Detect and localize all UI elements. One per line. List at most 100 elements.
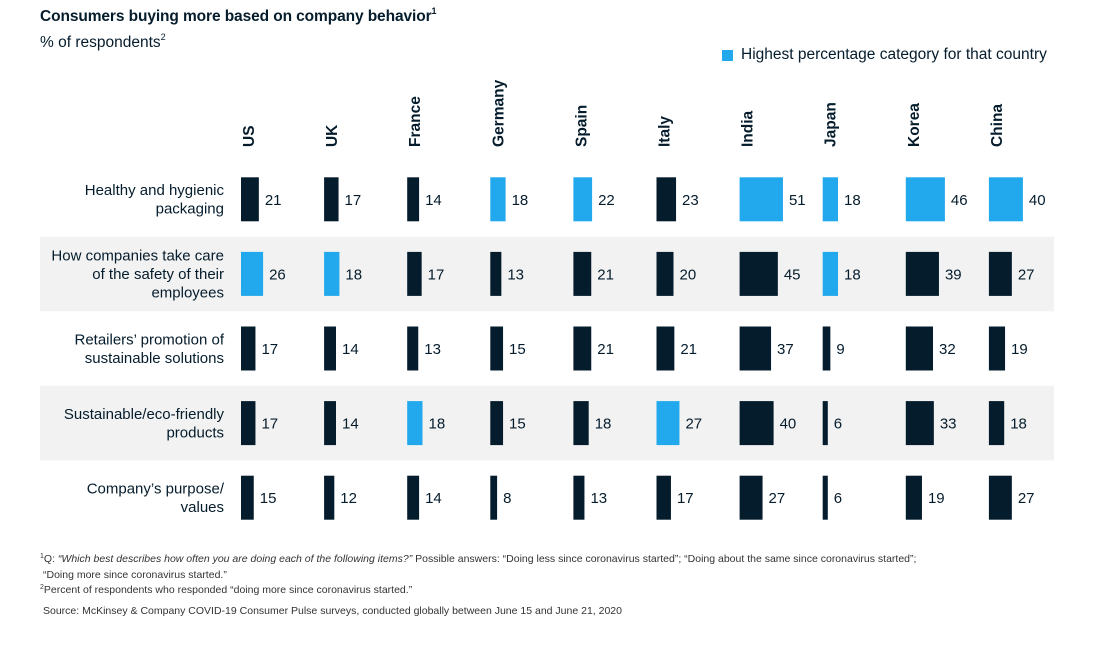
value-label-korea-4: 19	[928, 490, 945, 507]
row-label-4: Company’s purpose/values	[87, 480, 225, 516]
bar-us-0	[241, 177, 259, 222]
row-label-line: values	[181, 499, 224, 516]
source-note: Source: McKinsey & Company COVID-19 Cons…	[43, 605, 622, 617]
bar-spain-4	[573, 475, 585, 520]
value-label-france-1: 17	[428, 266, 445, 283]
row-label-line: sustainable solutions	[85, 350, 224, 367]
value-label-china-1: 27	[1018, 266, 1035, 283]
value-label-india-2: 37	[777, 341, 794, 358]
bar-india-1	[739, 251, 778, 296]
value-label-japan-4: 6	[834, 490, 842, 507]
value-label-germany-1: 13	[507, 266, 524, 283]
bar-korea-2	[905, 326, 933, 371]
bar-italy-2	[656, 326, 675, 371]
row-label-line: How companies take care	[51, 247, 224, 264]
value-label-japan-1: 18	[844, 266, 861, 283]
legend: Highest percentage category for that cou…	[722, 46, 1047, 64]
value-label-germany-2: 15	[509, 341, 526, 358]
footnote-2-marker: 2	[40, 584, 44, 591]
value-label-japan-0: 18	[844, 192, 861, 209]
bar-us-3	[241, 401, 256, 446]
bar-india-2	[739, 326, 772, 371]
bar-italy-4	[656, 475, 671, 520]
bar-china-3	[988, 401, 1005, 446]
row-label-line: Healthy and hygienic	[85, 182, 225, 199]
bar-china-1	[988, 251, 1012, 296]
value-label-uk-0: 17	[345, 192, 362, 209]
country-label-uk: UK	[324, 124, 341, 147]
value-label-spain-3: 18	[595, 416, 612, 433]
value-label-india-4: 27	[769, 490, 786, 507]
country-label-china: China	[989, 104, 1006, 147]
bar-uk-3	[324, 401, 336, 446]
bar-korea-0	[905, 177, 945, 222]
bar-korea-1	[905, 251, 939, 296]
value-label-india-1: 45	[784, 266, 801, 283]
bar-uk-1	[324, 251, 340, 296]
bar-italy-3	[656, 401, 680, 446]
value-label-uk-2: 14	[342, 341, 359, 358]
row-label-line: Company’s purpose/	[87, 480, 225, 497]
row-label-0: Healthy and hygienic packaging	[85, 182, 225, 218]
bar-korea-3	[905, 401, 934, 446]
footnote-1-text: Possible answers: “Doing less since coro…	[412, 553, 917, 565]
bar-japan-0	[822, 177, 838, 222]
row-label-1: How companies take care of the safety of …	[51, 247, 224, 301]
bar-france-4	[407, 475, 420, 520]
country-label-india: India	[740, 110, 757, 147]
row-label-line: of the safety of their	[92, 266, 224, 283]
bar-germany-4	[490, 475, 498, 520]
subtitle-footnote-marker: 2	[160, 32, 166, 42]
bar-germany-0	[490, 177, 506, 222]
bar-spain-3	[573, 401, 589, 446]
bar-japan-2	[822, 326, 831, 371]
bar-india-4	[739, 475, 763, 520]
value-label-spain-0: 22	[598, 192, 615, 209]
country-label-spain: Spain	[573, 105, 590, 147]
bar-france-1	[407, 251, 422, 296]
bar-germany-1	[490, 251, 502, 296]
bar-uk-0	[324, 177, 339, 222]
row-label-2: Retailers’ promotion of sustainable solut…	[74, 331, 224, 367]
footnote-2-text: Percent of respondents who responded “do…	[43, 584, 413, 596]
value-label-india-3: 40	[780, 416, 797, 433]
footnote-1-question: “Which best describes how often you are …	[57, 553, 413, 565]
value-label-italy-0: 23	[682, 192, 699, 209]
country-label-germany: Germany	[490, 79, 507, 147]
value-label-korea-0: 46	[951, 192, 968, 209]
footnote-1-prefix: Q:	[43, 553, 58, 565]
bar-china-0	[988, 177, 1023, 222]
row-label-line: Retailers’ promotion of	[74, 331, 224, 348]
value-label-us-3: 17	[261, 416, 278, 433]
value-label-uk-3: 14	[342, 416, 359, 433]
value-label-us-4: 15	[260, 490, 277, 507]
value-label-us-2: 17	[261, 341, 278, 358]
value-label-korea-1: 39	[945, 266, 962, 283]
value-label-italy-4: 17	[677, 490, 694, 507]
value-label-china-3: 18	[1010, 416, 1027, 433]
country-label-france: France	[407, 96, 424, 147]
footnote-1-continued: “Doing more since coronavirus started.”	[43, 569, 227, 581]
bar-china-2	[988, 326, 1006, 371]
value-label-uk-4: 12	[340, 490, 357, 507]
row-shade-1	[40, 236, 1054, 312]
value-label-japan-2: 9	[836, 341, 844, 358]
bar-uk-4	[324, 475, 335, 520]
chart-subtitle: % of respondents2	[40, 32, 166, 52]
value-label-korea-3: 33	[940, 416, 957, 433]
row-label-line: employees	[151, 284, 224, 301]
value-label-spain-4: 13	[590, 490, 607, 507]
value-label-china-0: 40	[1029, 192, 1046, 209]
value-label-japan-3: 6	[834, 416, 842, 433]
value-label-korea-2: 32	[939, 341, 956, 358]
value-label-us-1: 26	[269, 266, 286, 283]
bar-germany-2	[490, 326, 504, 371]
bar-france-2	[407, 326, 419, 371]
bar-spain-2	[573, 326, 592, 371]
bar-france-3	[407, 401, 423, 446]
bar-france-0	[407, 177, 420, 222]
country-label-us: US	[241, 125, 258, 147]
value-label-italy-1: 20	[680, 266, 697, 283]
bar-spain-0	[573, 177, 593, 222]
footnote-1-marker: 1	[40, 553, 44, 560]
